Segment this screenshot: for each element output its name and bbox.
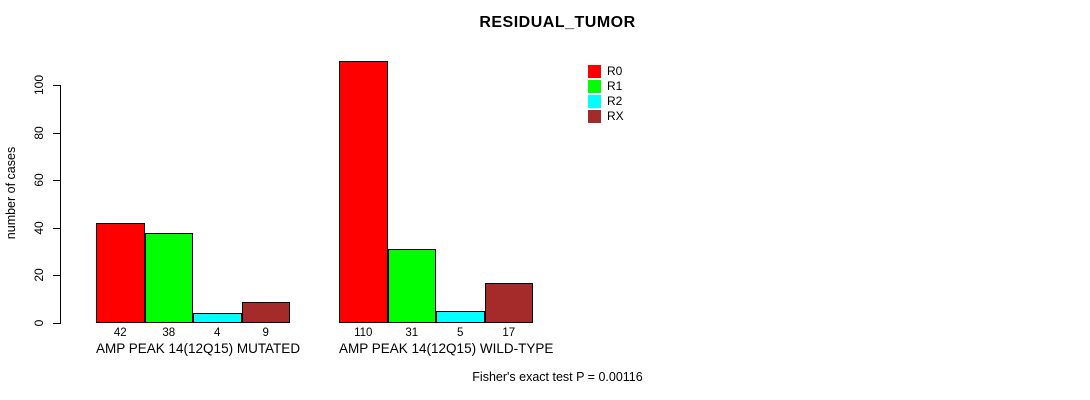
bar-value-label: 5 bbox=[457, 327, 464, 339]
bar-value-label: 4 bbox=[214, 327, 221, 339]
y-tick-label: 80 bbox=[32, 125, 46, 140]
legend-item-r0: R0 bbox=[588, 64, 624, 79]
bar-r2-group2 bbox=[436, 311, 485, 323]
bar-value-label: 38 bbox=[162, 327, 176, 339]
legend-swatch-r0 bbox=[588, 65, 601, 78]
legend-swatch-r1 bbox=[588, 80, 601, 93]
y-tick-mark bbox=[53, 275, 60, 277]
y-tick-mark bbox=[53, 85, 60, 86]
legend-item-r1: R1 bbox=[588, 79, 624, 94]
legend-label: R0 bbox=[607, 64, 623, 78]
legend: R0 R1 R2 RX bbox=[588, 64, 624, 124]
y-tick-mark bbox=[53, 132, 60, 134]
y-tick-label: 60 bbox=[32, 173, 46, 187]
chart-title: RESIDUAL_TUMOR bbox=[479, 14, 636, 31]
stat-annotation: Fisher's exact test P = 0.00116 bbox=[472, 370, 643, 384]
bar-r1-group1 bbox=[144, 232, 193, 323]
y-tick-label: 40 bbox=[32, 221, 46, 235]
y-tick-mark bbox=[53, 227, 60, 229]
bar-value-label: 42 bbox=[113, 327, 127, 339]
legend-item-rx: RX bbox=[588, 109, 624, 124]
bar-rx-group2 bbox=[484, 282, 533, 323]
bar-value-label: 31 bbox=[405, 327, 419, 339]
bar-r2-group1 bbox=[193, 313, 242, 323]
bar-value-label: 17 bbox=[502, 327, 516, 339]
legend-swatch-r2 bbox=[588, 95, 601, 108]
y-tick-label: 0 bbox=[32, 319, 46, 327]
bar-rx-group1 bbox=[241, 301, 290, 323]
bar-value-label: 9 bbox=[262, 327, 269, 339]
bar-value-label: 110 bbox=[354, 327, 373, 339]
y-tick-mark bbox=[53, 180, 60, 182]
y-tick-mark bbox=[53, 323, 60, 324]
x-category-label: AMP PEAK 14(12Q15) MUTATED bbox=[96, 341, 301, 356]
y-tick-label: 20 bbox=[32, 268, 46, 283]
legend-item-r2: R2 bbox=[588, 94, 624, 109]
legend-label: R1 bbox=[607, 79, 623, 93]
bar-r0-group2 bbox=[339, 61, 388, 323]
legend-label: RX bbox=[607, 109, 624, 123]
y-axis-line bbox=[60, 85, 61, 324]
x-category-label: AMP PEAK 14(12Q15) WILD-TYPE bbox=[339, 341, 554, 356]
legend-label: R2 bbox=[607, 94, 623, 108]
bar-r1-group2 bbox=[387, 249, 436, 323]
bar-r0-group1 bbox=[96, 223, 145, 323]
legend-swatch-rx bbox=[588, 110, 601, 123]
y-tick-label: 100 bbox=[32, 74, 46, 96]
